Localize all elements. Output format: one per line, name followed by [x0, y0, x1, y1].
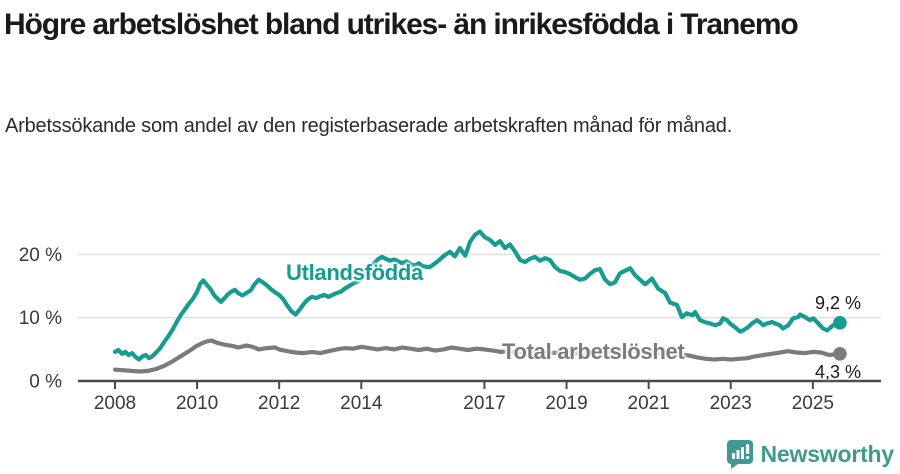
newsworthy-logo: Newsworthy [726, 439, 894, 469]
y-tick-label: 20 % [19, 245, 62, 266]
x-tick-label: 2017 [463, 393, 505, 414]
chart-subtitle: Arbetssökande som andel av den registerb… [5, 115, 733, 137]
y-tick-label: 10 % [19, 308, 62, 329]
x-tick-label: 2019 [545, 393, 587, 414]
end-dot-utlandsfodda [833, 315, 847, 330]
newsworthy-brand-text: Newsworthy [760, 440, 895, 467]
logo-exclamation-icon [745, 444, 749, 454]
logo-bar-1 [731, 453, 735, 459]
newsworthy-logo-icon [726, 440, 753, 469]
series-label-utlandsfodda: Utlandsfödda [286, 260, 423, 285]
x-tick-label: 2023 [710, 393, 752, 414]
x-tick-label: 2012 [258, 393, 300, 414]
x-tick-label: 2010 [176, 393, 218, 414]
page-title: Högre arbetslöshet bland utrikes- än inr… [4, 8, 799, 41]
series-path-utlandsfodda [112, 229, 842, 362]
y-tick-label: 0 % [29, 372, 62, 393]
x-tick-label: 2021 [628, 393, 670, 414]
end-value-utlandsfodda: 9,2 % [814, 293, 861, 313]
series-label-total-arbetsloshet: Total arbetslöshet [502, 339, 685, 364]
end-dot-total [833, 346, 847, 361]
x-tick-label: 2008 [94, 393, 136, 414]
logo-bar-3 [740, 447, 744, 459]
end-value-total-arbetsloshet: 4,3 % [814, 362, 861, 382]
logo-bar-2 [736, 450, 740, 459]
series-path-total [112, 338, 842, 374]
x-tick-label: 2014 [340, 393, 383, 414]
x-tick-label: 2025 [792, 393, 834, 414]
